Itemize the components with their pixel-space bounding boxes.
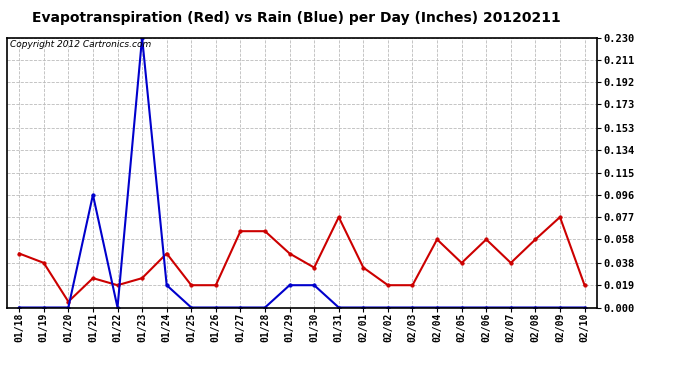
Text: Evapotranspiration (Red) vs Rain (Blue) per Day (Inches) 20120211: Evapotranspiration (Red) vs Rain (Blue) …	[32, 11, 561, 25]
Text: Copyright 2012 Cartronics.com: Copyright 2012 Cartronics.com	[10, 40, 151, 49]
